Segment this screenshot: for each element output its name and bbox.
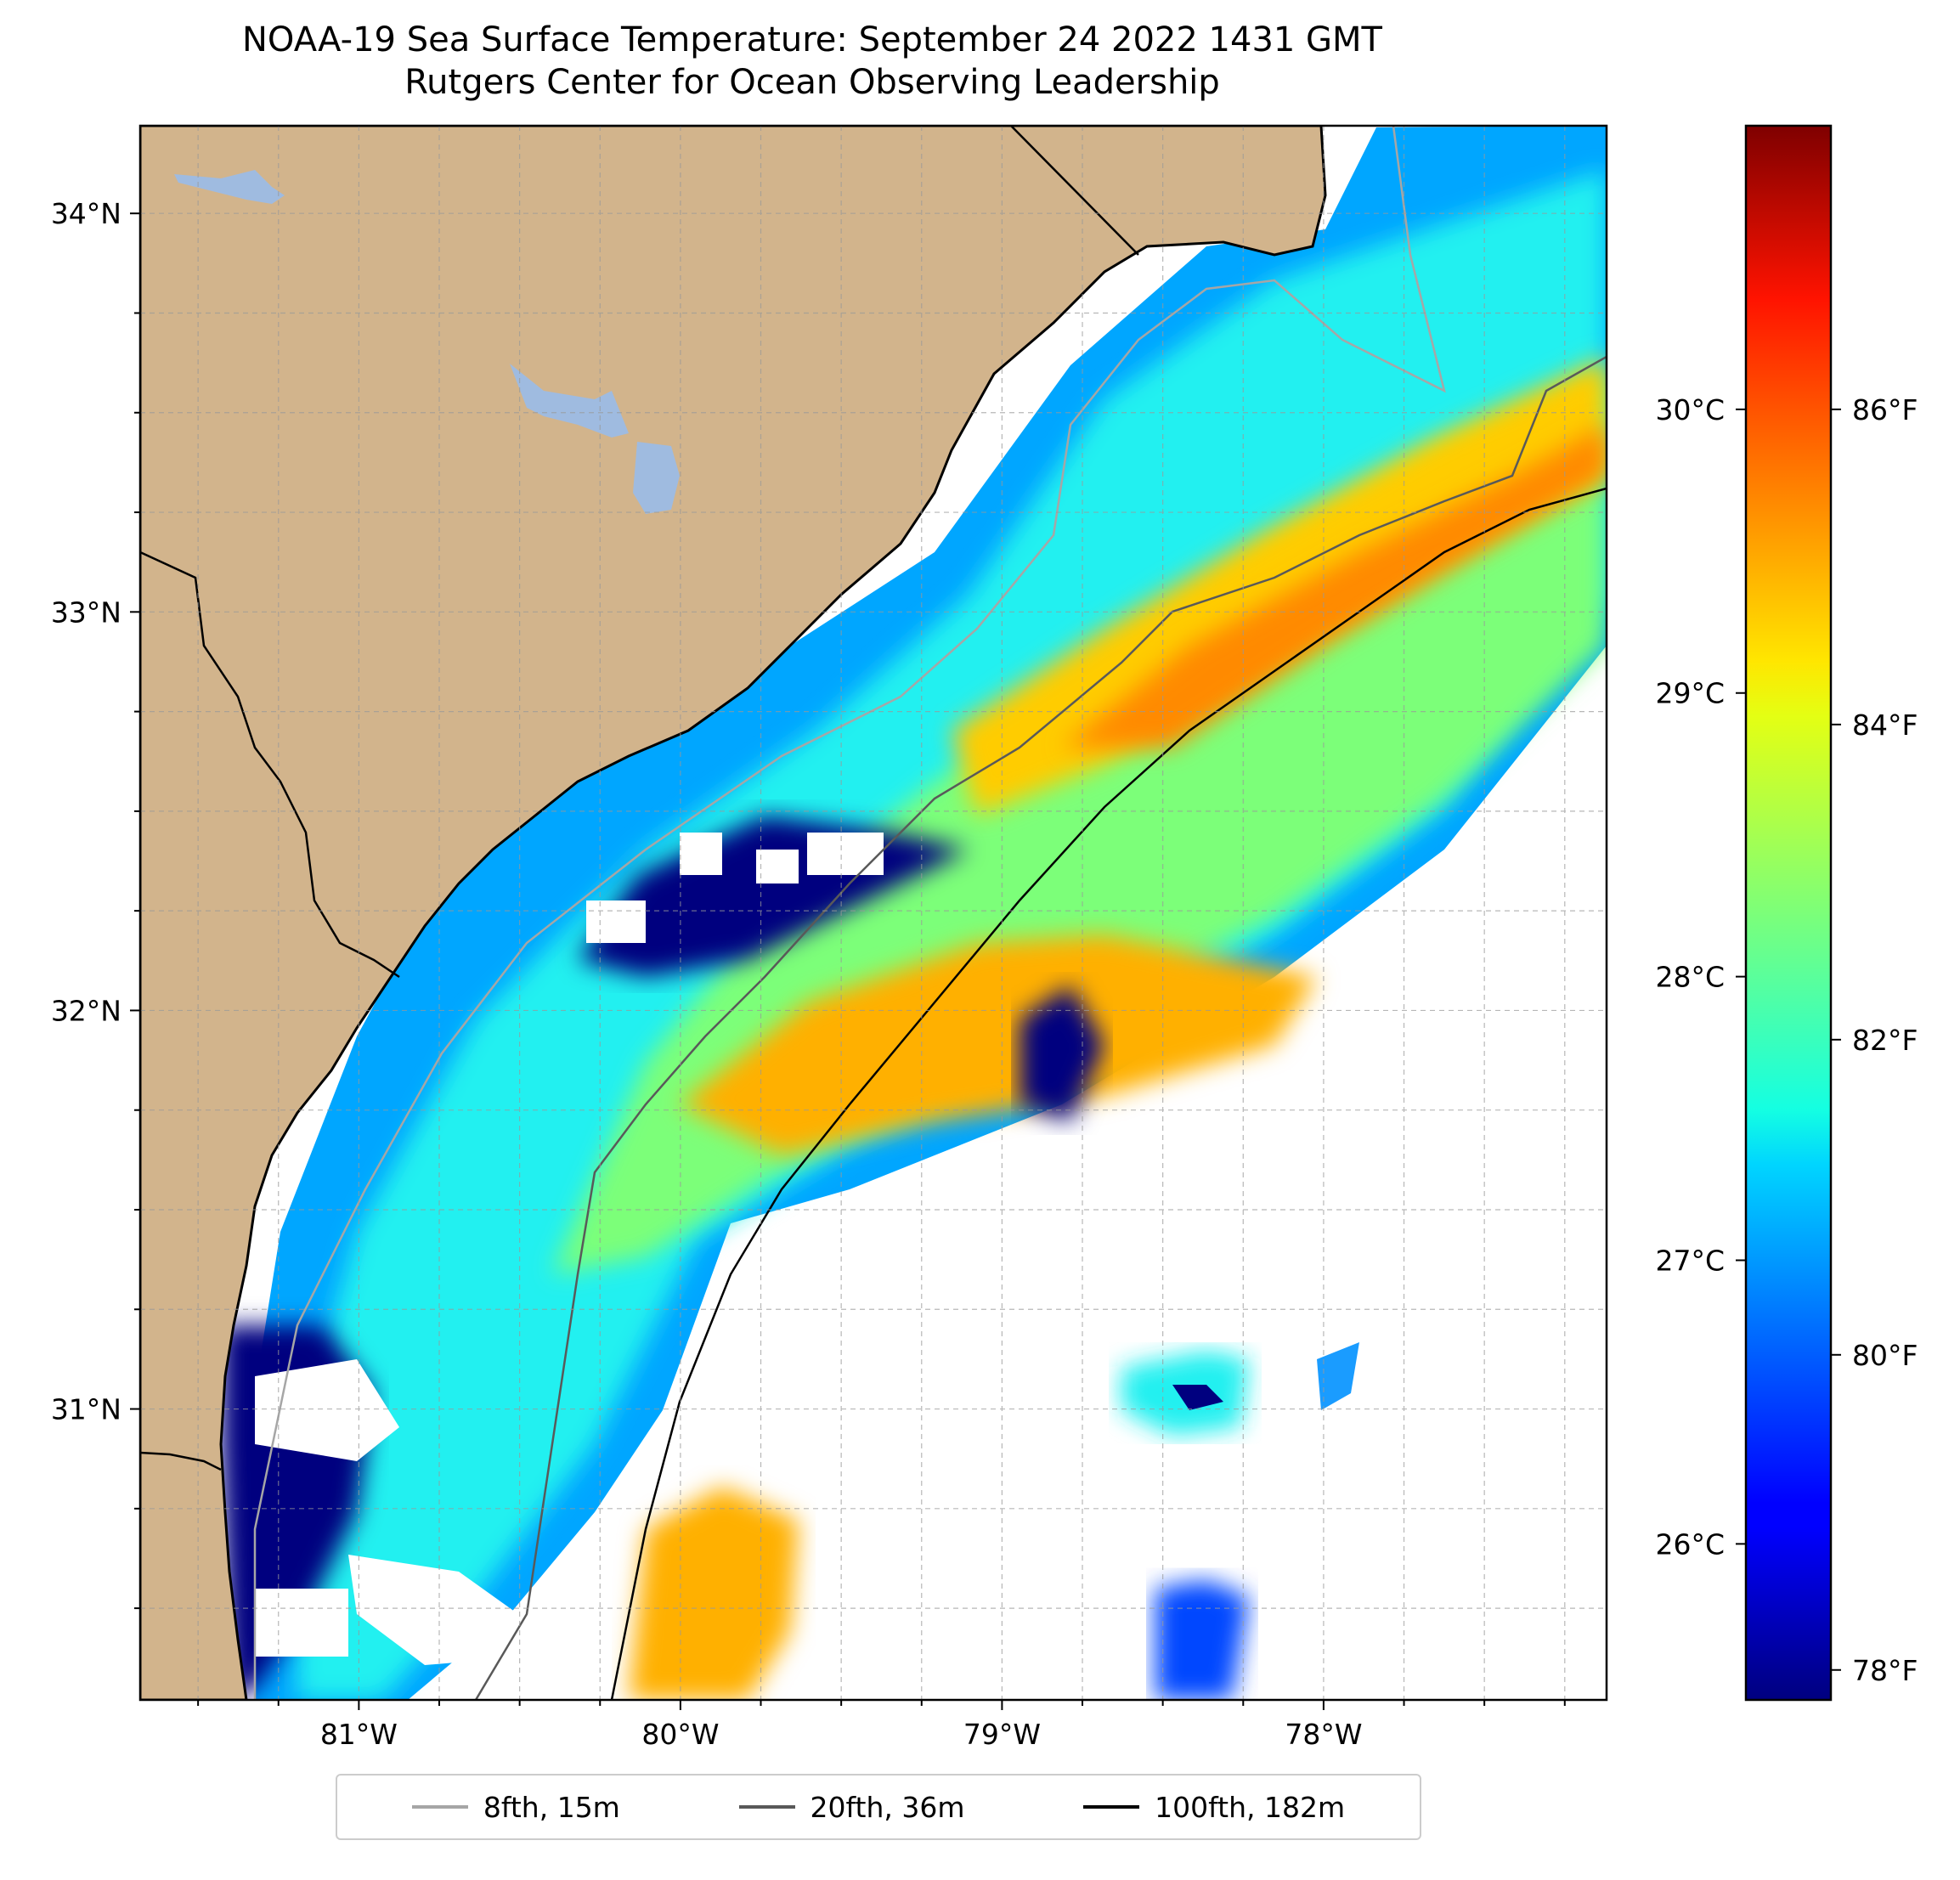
y-tick-label: 33°N (51, 596, 121, 629)
state-border-sc-ga (140, 550, 400, 979)
y-axis: 34°N 33°N 32°N 31°N (51, 197, 140, 1610)
legend-label: 100fth, 182m (1155, 1790, 1346, 1824)
colorbar-fahrenheit-label: 84°F (1852, 709, 1918, 742)
sst-orange-core-north (1062, 425, 1607, 748)
isobath-legend: 8fth, 15m 20fth, 36m 100fth, 182m (336, 1774, 1421, 1840)
map-frame (138, 124, 1608, 1702)
x-tick-label: 81°W (320, 1718, 398, 1751)
legend-label: 8fth, 15m (483, 1790, 620, 1824)
colorbar-celsius-label: 26°C (1655, 1527, 1725, 1561)
sst-offshore-patch-2 (1172, 1385, 1223, 1410)
sst-warm-band-north (952, 357, 1607, 816)
colorbar-fahrenheit-label: 82°F (1852, 1024, 1918, 1057)
map-gridlines (140, 126, 1607, 1700)
y-tick-label: 32°N (51, 994, 121, 1027)
cloud-gap-6 (348, 1555, 527, 1665)
sst-offshore-patch-4 (1155, 1580, 1249, 1700)
x-tick-label: 78°W (1285, 1718, 1362, 1751)
sst-cold-upwelling-2 (1020, 985, 1104, 1121)
x-axis: 81°W 80°W 79°W 78°W (197, 1700, 1566, 1751)
cloud-gap-2 (680, 833, 722, 875)
x-tick-label: 80°W (641, 1718, 719, 1751)
map-plot-area (140, 126, 1607, 1700)
colorbar-fahrenheit-label: 78°F (1852, 1654, 1918, 1687)
colorbar-fahrenheit-label: 86°F (1852, 393, 1918, 426)
sst-imagery (221, 126, 1607, 1700)
state-border-ga-fl (140, 1451, 222, 1471)
sst-warm-band-south (680, 934, 1317, 1155)
lake-marion (510, 364, 629, 438)
map-title: NOAA-19 Sea Surface Temperature: Septemb… (0, 19, 1624, 104)
isobath-100fth (610, 487, 1607, 1700)
sst-warm-patch-southwest (629, 1487, 799, 1700)
isobath-20fth (474, 355, 1607, 1700)
y-tick-label: 31°N (51, 1393, 121, 1426)
colorbar-celsius-label: 27°C (1655, 1244, 1725, 1277)
x-tick-label: 79°W (963, 1718, 1041, 1751)
legend-entry: 20fth, 36m (738, 1790, 965, 1824)
lake-north (174, 170, 285, 204)
legend-swatch (1083, 1805, 1140, 1809)
state-border-nc-sc (1010, 126, 1139, 256)
isobath-8fth (253, 126, 1446, 1700)
cloud-gap-1 (586, 900, 646, 943)
colorbar-celsius-label: 30°C (1655, 393, 1725, 426)
cloud-gap-7 (255, 1589, 348, 1657)
sst-offshore-patch-3 (1317, 1342, 1359, 1410)
lake-moultrie (633, 442, 680, 514)
legend-swatch (411, 1805, 468, 1809)
cloud-gap-3 (756, 850, 799, 884)
colorbar-celsius-label: 29°C (1655, 677, 1725, 710)
colorbar-celsius-ticks: 30°C 29°C 28°C 27°C 26°C (1655, 393, 1746, 1561)
y-tick-label: 34°N (51, 197, 121, 230)
colorbar-fahrenheit-ticks: 86°F 84°F 82°F 80°F 78°F (1831, 393, 1918, 1687)
cloud-gap-5 (255, 1359, 399, 1461)
legend-label: 20fth, 36m (810, 1790, 965, 1824)
colorbar-gradient (1744, 124, 1833, 1702)
colorbar-celsius-label: 28°C (1655, 961, 1725, 994)
legend-swatch (738, 1805, 795, 1809)
colorbar: 30°C 29°C 28°C 27°C 26°C 86°F 84°F 82°F 80°F 78°… (1655, 124, 1918, 1702)
title-line-1: NOAA-19 Sea Surface Temperature: Septemb… (242, 20, 1382, 59)
cloud-gap-4 (807, 833, 884, 875)
legend-entry: 100fth, 182m (1083, 1791, 1345, 1824)
colorbar-fahrenheit-label: 80°F (1852, 1339, 1918, 1372)
title-line-2: Rutgers Center for Ocean Observing Leade… (404, 63, 1220, 102)
legend-entry: 8fth, 15m (411, 1790, 620, 1824)
land-area (140, 126, 1327, 1700)
